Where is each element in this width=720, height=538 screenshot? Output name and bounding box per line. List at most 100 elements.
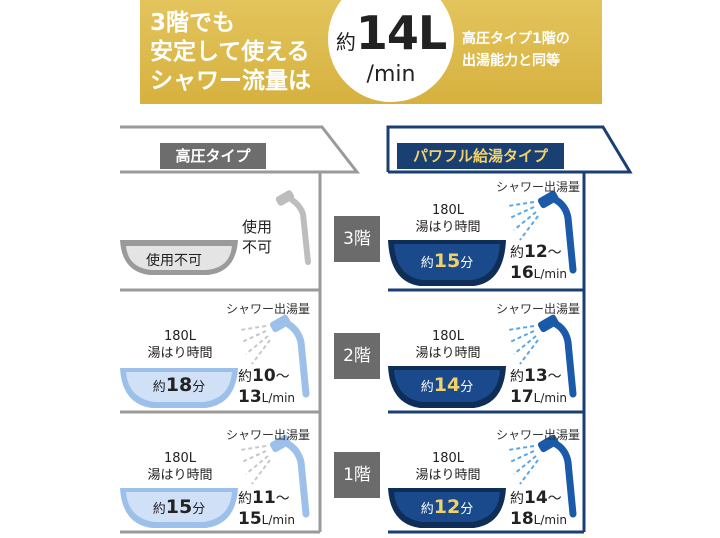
shower-rate-range: 約12〜 16L/min	[510, 242, 567, 284]
rate-min: 14	[524, 488, 548, 508]
floor-3-badge: 3階	[334, 216, 380, 262]
bathtub-icon-right-2f	[388, 366, 506, 408]
fill-time-minutes: 15	[165, 496, 193, 518]
rate-unit: L/min	[261, 513, 296, 527]
shower-flow-label: シャワー出湯量	[226, 302, 311, 316]
fill-time-value: 約15分	[394, 250, 500, 272]
fill-time-minutes: 14	[433, 374, 461, 396]
rate-tilde: 〜	[547, 491, 562, 507]
fill-time-label: 湯はり時間	[147, 468, 213, 483]
flow-rate-value: 約14L	[328, 6, 454, 60]
flow-rate-number: 14L	[355, 6, 447, 60]
shower-rate-range: 約10〜 13L/min	[238, 366, 295, 408]
rate-max: 15	[238, 509, 262, 529]
shower-rate-range: 約13〜 17L/min	[510, 366, 567, 408]
fill-time-prefix: 約	[152, 502, 166, 517]
fill-time-prefix: 約	[152, 380, 166, 395]
headline-line-3: シャワー流量は	[150, 68, 311, 94]
shower-rate-range: 約14〜 18L/min	[510, 488, 567, 530]
bathtub-disabled-label: 使用不可	[146, 253, 202, 269]
fill-time-caption: 180L 湯はり時間	[140, 328, 220, 362]
rate-max: 16	[510, 263, 534, 283]
fill-time-unit: 分	[192, 380, 206, 395]
rate-max: 17	[510, 387, 534, 407]
rate-unit: L/min	[533, 267, 568, 281]
bathtub-icon-left-2f	[120, 368, 238, 408]
fill-time-minutes: 18	[165, 374, 193, 396]
fill-time-value: 約12分	[394, 496, 500, 518]
shower-head-icon-left-2f	[239, 314, 310, 398]
rate-prefix: 約	[510, 369, 524, 385]
fill-time-caption: 180L 湯はり時間	[408, 450, 488, 484]
fill-time-label: 湯はり時間	[415, 468, 481, 483]
shower-head-disabled-icon	[275, 190, 311, 265]
bath-capacity: 180L	[431, 451, 465, 466]
bathtub-icon-right-1f	[388, 488, 506, 528]
fill-time-minutes: 12	[433, 496, 461, 518]
shower-head-icon-right-3f	[507, 190, 577, 274]
rate-max: 18	[510, 509, 534, 529]
rate-prefix: 約	[238, 369, 252, 385]
bathtub-icon-right-3f	[388, 240, 506, 286]
flow-rate-unit: /min	[366, 62, 416, 87]
fill-time-unit: 分	[460, 256, 474, 271]
fill-time-label: 湯はり時間	[415, 346, 481, 361]
floor-2-badge: 2階	[334, 333, 380, 379]
shower-flow-label: シャワー出湯量	[496, 428, 581, 442]
shower-flow-label: シャワー出湯量	[226, 428, 311, 442]
comparison-note-line-2: 出湯能力と同等	[462, 53, 560, 69]
headline-line-2: 安定して使える	[150, 39, 310, 65]
rate-prefix: 約	[238, 491, 252, 507]
rate-max: 13	[238, 387, 262, 407]
shower-flow-label: シャワー出湯量	[496, 302, 581, 316]
rate-unit: L/min	[261, 391, 296, 405]
comparison-note: 高圧タイプ1階の 出湯能力と同等	[462, 28, 598, 72]
fill-time-label: 湯はり時間	[415, 220, 481, 235]
fill-time-prefix: 約	[420, 380, 434, 395]
headline-line-1: 3階でも	[150, 10, 236, 36]
powerful-hot-water-type-label: パワフル給湯タイプ	[397, 143, 564, 169]
shower-rate-range: 約11〜 15L/min	[238, 488, 295, 530]
shower-disabled-line-1: 使用	[242, 218, 273, 236]
rate-tilde: 〜	[275, 491, 290, 507]
rate-min: 11	[252, 488, 276, 508]
fill-time-unit: 分	[460, 380, 474, 395]
comparison-note-line-1: 高圧タイプ1階の	[462, 31, 570, 47]
high-pressure-type-label: 高圧タイプ	[160, 143, 266, 169]
rate-prefix: 約	[510, 491, 524, 507]
floor-1-badge: 1階	[334, 452, 380, 498]
flow-rate-circle	[328, 0, 454, 102]
bath-capacity: 180L	[163, 329, 197, 344]
fill-time-label: 湯はり時間	[147, 346, 213, 361]
right-house-outline	[386, 125, 633, 534]
shower-disabled-line-2: 不可	[242, 238, 273, 256]
shower-disabled-status: 使用 不可	[242, 217, 272, 257]
rate-unit: L/min	[533, 513, 568, 527]
rate-min: 10	[252, 366, 276, 386]
fill-time-value: 約15分	[126, 496, 232, 518]
rate-tilde: 〜	[547, 369, 562, 385]
left-house-outline	[120, 125, 361, 534]
fill-time-caption: 180L 湯はり時間	[408, 328, 488, 362]
bathtub-icon-left-1f	[120, 488, 238, 528]
shower-head-icon-left-1f	[239, 434, 310, 518]
rate-tilde: 〜	[547, 245, 562, 261]
bath-capacity: 180L	[431, 203, 465, 218]
bath-capacity: 180L	[163, 451, 197, 466]
fill-time-prefix: 約	[420, 502, 434, 517]
fill-time-prefix: 約	[420, 256, 434, 271]
shower-flow-label: シャワー出湯量	[496, 180, 581, 194]
fill-time-unit: 分	[192, 502, 206, 517]
fill-time-caption: 180L 湯はり時間	[140, 450, 220, 484]
bathtub-disabled-icon	[120, 240, 238, 275]
fill-time-minutes: 15	[433, 250, 461, 272]
shower-head-icon-right-1f	[507, 434, 577, 518]
rate-prefix: 約	[510, 245, 524, 261]
rate-min: 12	[524, 242, 548, 262]
fill-time-value: 約18分	[126, 374, 232, 396]
flow-rate-prefix: 約	[335, 30, 356, 54]
fill-time-unit: 分	[460, 502, 474, 517]
shower-head-icon-right-2f	[507, 314, 577, 398]
headline-text: 3階でも 安定して使える シャワー流量は	[150, 9, 350, 96]
